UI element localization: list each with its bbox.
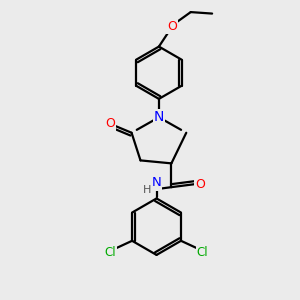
Text: H: H <box>143 184 151 194</box>
Text: O: O <box>167 20 177 33</box>
Text: N: N <box>152 176 161 190</box>
Text: O: O <box>105 117 115 130</box>
Text: N: N <box>154 110 164 124</box>
Text: O: O <box>195 178 205 191</box>
Text: Cl: Cl <box>105 246 116 259</box>
Text: Cl: Cl <box>196 246 208 259</box>
